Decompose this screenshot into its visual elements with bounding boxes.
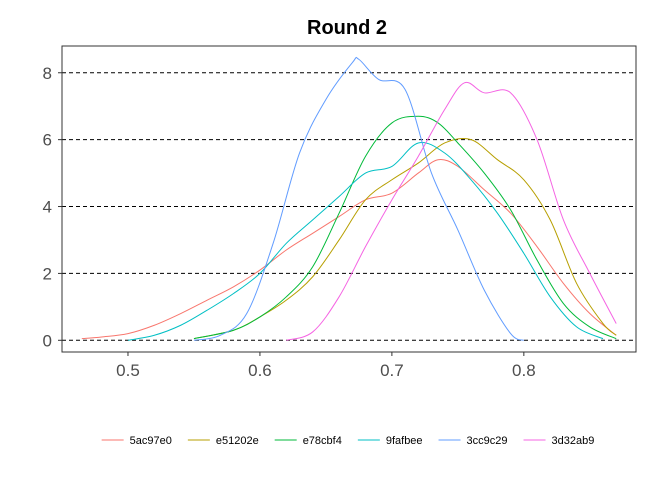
x-tick-label-2: 0.7 xyxy=(380,361,404,380)
y-tick-label-2: 4 xyxy=(43,198,52,217)
x-tick-label-3: 0.8 xyxy=(512,361,536,380)
series-line-3d32ab9 xyxy=(286,81,617,341)
legend: 5ac97e0 e51202e e78cbf4 9fafbee 3cc9c29 3d32a… xyxy=(101,435,595,447)
series-line-e51202e xyxy=(193,137,617,340)
legend-label-5ac97e0: 5ac97e0 xyxy=(130,435,172,447)
series-line-e78cbf4 xyxy=(193,115,617,340)
series-lines xyxy=(81,56,617,341)
legend-label-3d32ab9: 3d32ab9 xyxy=(552,435,595,447)
y-tick-label-1: 2 xyxy=(43,264,52,283)
y-axis: 0 2 4 6 8 xyxy=(43,64,62,350)
y-tick-label-3: 6 xyxy=(43,131,52,150)
x-tick-label-1: 0.6 xyxy=(248,361,272,380)
legend-label-9fafbee: 9fafbee xyxy=(386,435,423,447)
chart-title: Round 2 xyxy=(307,17,387,39)
x-axis: 0.5 0.6 0.7 0.8 xyxy=(116,352,536,380)
y-tick-label-0: 0 xyxy=(43,331,52,350)
x-tick-label-0: 0.5 xyxy=(116,361,140,380)
series-line-3cc9c29 xyxy=(193,56,525,341)
legend-label-3cc9c29: 3cc9c29 xyxy=(467,435,508,447)
legend-label-e51202e: e51202e xyxy=(216,435,259,447)
y-tick-label-4: 8 xyxy=(43,64,52,83)
gridlines xyxy=(62,72,636,341)
legend-label-e78cbf4: e78cbf4 xyxy=(303,435,342,447)
series-line-9fafbee xyxy=(127,142,604,341)
series-line-5ac97e0 xyxy=(81,158,617,340)
plot-border xyxy=(61,45,637,353)
